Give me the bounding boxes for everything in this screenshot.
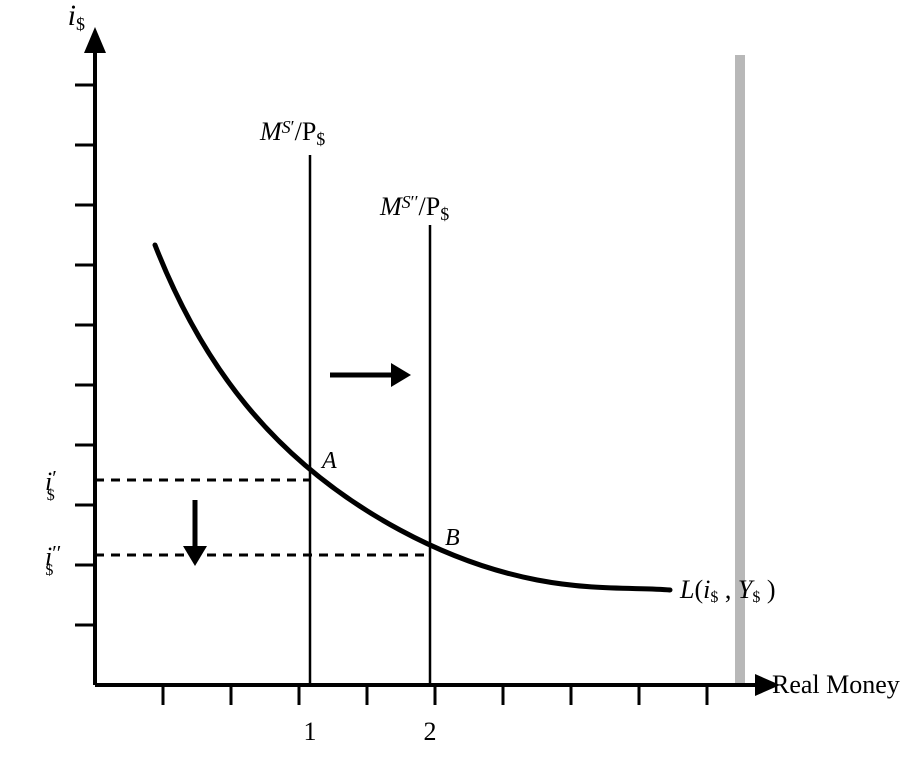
x-label-1: 1 [304,717,317,746]
x-label-2: 2 [424,717,437,746]
x-axis-label: Real Money [772,670,900,699]
point-B-label: B [445,525,460,551]
point-A-label: A [320,448,337,474]
money-market-diagram: i$Real MoneyMS′/P$MS′′/P$i′$i′′$ABL(i$ ,… [0,0,913,770]
demand-curve-label: L(i$ , Y$ ) [679,575,776,606]
